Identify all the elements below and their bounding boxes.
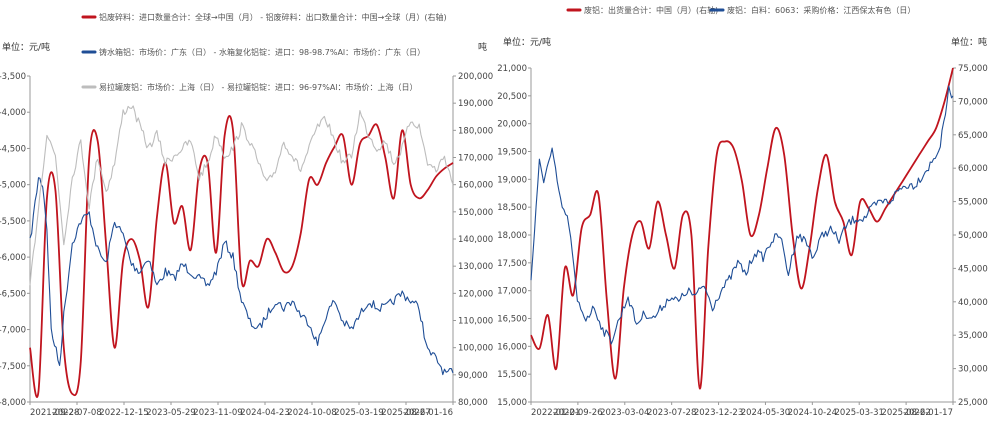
left-chart-ytick-right-label: 100,000 [458, 344, 493, 354]
right-chart-xtick-label: 2024-05-30 [741, 408, 790, 418]
left-chart-ylabel-right: 吨 [478, 41, 487, 53]
left-chart-ytick-right-label: 150,000 [458, 208, 493, 218]
right-chart-ytick-left-label: 15,500 [497, 370, 527, 380]
right-chart-ytick-left-label: 20,000 [497, 120, 527, 130]
left-chart-series-can_scrap_spread [29, 105, 454, 286]
left-chart-ytick-left-label: -5,500 [0, 217, 26, 227]
left-chart-ytick-left-label: -6,000 [0, 253, 26, 263]
right-chart-ytick-left-label: 19,500 [497, 148, 527, 158]
left-chart-ytick-right-label: 200,000 [458, 72, 493, 82]
left-chart-ytick-left-label: -3,500 [0, 72, 26, 82]
left-chart-series-net_import_right [29, 115, 454, 398]
left-chart-ytick-right-label: 160,000 [458, 181, 493, 191]
left-chart-ytick-left-label: -7,000 [0, 326, 26, 336]
right-chart-ylabel-right: 单位：吨 [951, 36, 987, 48]
left-chart-ytick-right-label: 140,000 [458, 235, 493, 245]
right-chart-ytick-left-label: 17,500 [497, 259, 527, 269]
right-chart-xtick-label: 2024-10-24 [788, 408, 837, 418]
right-chart-xtick-label: 2026-01-17 [904, 408, 953, 418]
left-chart-ytick-left-label: -7,500 [0, 362, 26, 372]
right-chart-ytick-right-label: 35,000 [958, 331, 988, 341]
right-chart-legend-label: 废铝：出货量合计：中国（月）(右轴) [584, 5, 718, 15]
left-chart-ytick-left-label: -4,500 [0, 144, 26, 154]
right-chart-ytick-left-label: 18,000 [497, 231, 527, 241]
left-chart-ytick-right-label: 170,000 [458, 154, 493, 164]
right-chart-series-scrap_6063_price [530, 85, 954, 345]
left-chart-xtick-label: 2023-11-09 [193, 408, 242, 418]
right-chart-xtick-label: 2022-09-26 [553, 408, 602, 418]
left-chart-ytick-right-label: 120,000 [458, 289, 493, 299]
left-chart-ytick-right-label: 80,000 [458, 398, 488, 408]
right-chart-ytick-right-label: 50,000 [958, 231, 988, 241]
right-chart-series-shipment_right [530, 67, 954, 390]
left-chart-xtick-label: 2023-05-29 [146, 408, 195, 418]
left-chart-ytick-right-label: 180,000 [458, 126, 493, 136]
left-chart-series-water_tank_spread [29, 177, 454, 376]
left-chart-ytick-right-label: 190,000 [458, 99, 493, 109]
right-chart-ytick-right-label: 45,000 [958, 264, 988, 274]
right-chart-ytick-left-label: 16,000 [497, 342, 527, 352]
left-chart-ytick-right-label: 110,000 [458, 317, 493, 327]
left-chart-xtick-label: 2026-01-16 [404, 408, 453, 418]
right-chart-ytick-left-label: 21,000 [497, 64, 527, 74]
left-chart-xtick-label: 2025-03-19 [334, 408, 383, 418]
right-chart-ytick-left-label: 17,000 [497, 287, 527, 297]
left-chart-ytick-left-label: -4,000 [0, 108, 26, 118]
left-chart-ylabel-left: 单位：元/吨 [2, 41, 50, 53]
right-chart-ytick-right-label: 75,000 [958, 64, 988, 74]
right-chart-ytick-right-label: 40,000 [958, 298, 988, 308]
left-chart-xtick-label: 2022-07-08 [52, 408, 101, 418]
right-chart-xtick-label: 2023-07-28 [647, 408, 696, 418]
right-chart-ytick-right-label: 25,000 [958, 398, 988, 408]
left-chart-legend-label: 铝废碎料：进口数量合计：全球→中国（月） - 铝废碎料：出口数量合计：中国→全球… [99, 12, 447, 22]
left-chart-ytick-left-label: -8,000 [0, 398, 26, 408]
left-chart-ytick-right-label: 130,000 [458, 262, 493, 272]
right-chart-ytick-left-label: 20,500 [497, 92, 527, 102]
left-chart-ytick-left-label: -5,000 [0, 181, 26, 191]
right-chart-ytick-right-label: 55,000 [958, 198, 988, 208]
right-chart-ytick-left-label: 18,500 [497, 203, 527, 213]
left-chart-xtick-label: 2022-12-15 [99, 408, 148, 418]
right-chart-xtick-label: 2023-12-23 [694, 408, 743, 418]
left-chart-xtick-label: 2021-09-28 [30, 408, 79, 418]
right-chart-legend-label: 废铝：白料：6063：采购价格：江西保太有色（日） [727, 5, 915, 15]
right-chart-ytick-left-label: 16,500 [497, 315, 527, 325]
right-chart-ytick-right-label: 30,000 [958, 365, 988, 375]
right-chart-ytick-right-label: 65,000 [958, 131, 988, 141]
left-chart-ytick-right-label: 90,000 [458, 371, 488, 381]
left-chart-xtick-label: 2025-08-27 [381, 408, 430, 418]
right-chart-ytick-left-label: 19,000 [497, 175, 527, 185]
left-chart-xtick-label: 2024-10-08 [287, 408, 336, 418]
left-chart-legend-label: 铸水箱铝：市场价：广东（日） - 水箱复化铝锭：进口：98-98.7%Al：市场… [99, 47, 425, 57]
left-chart-xtick-label: 2024-04-23 [240, 408, 289, 418]
left-chart-legend-label: 易拉罐废铝：市场价：上海（日） - 易拉罐铝锭：进口：96-97%Al：市场价：… [99, 82, 418, 92]
right-chart-ytick-right-label: 70,000 [958, 97, 988, 107]
right-chart-xtick-label: 2022-01-01 [531, 408, 580, 418]
right-chart-ytick-left-label: 15,000 [497, 398, 527, 408]
right-chart-xtick-label: 2025-08-22 [881, 408, 930, 418]
right-chart-xtick-label: 2023-03-04 [600, 408, 649, 418]
right-chart-xtick-label: 2025-03-31 [835, 408, 884, 418]
left-chart-ytick-left-label: -6,500 [0, 289, 26, 299]
right-chart-ytick-right-label: 60,000 [958, 164, 988, 174]
right-chart-ylabel-left: 单位：元/吨 [503, 36, 551, 48]
